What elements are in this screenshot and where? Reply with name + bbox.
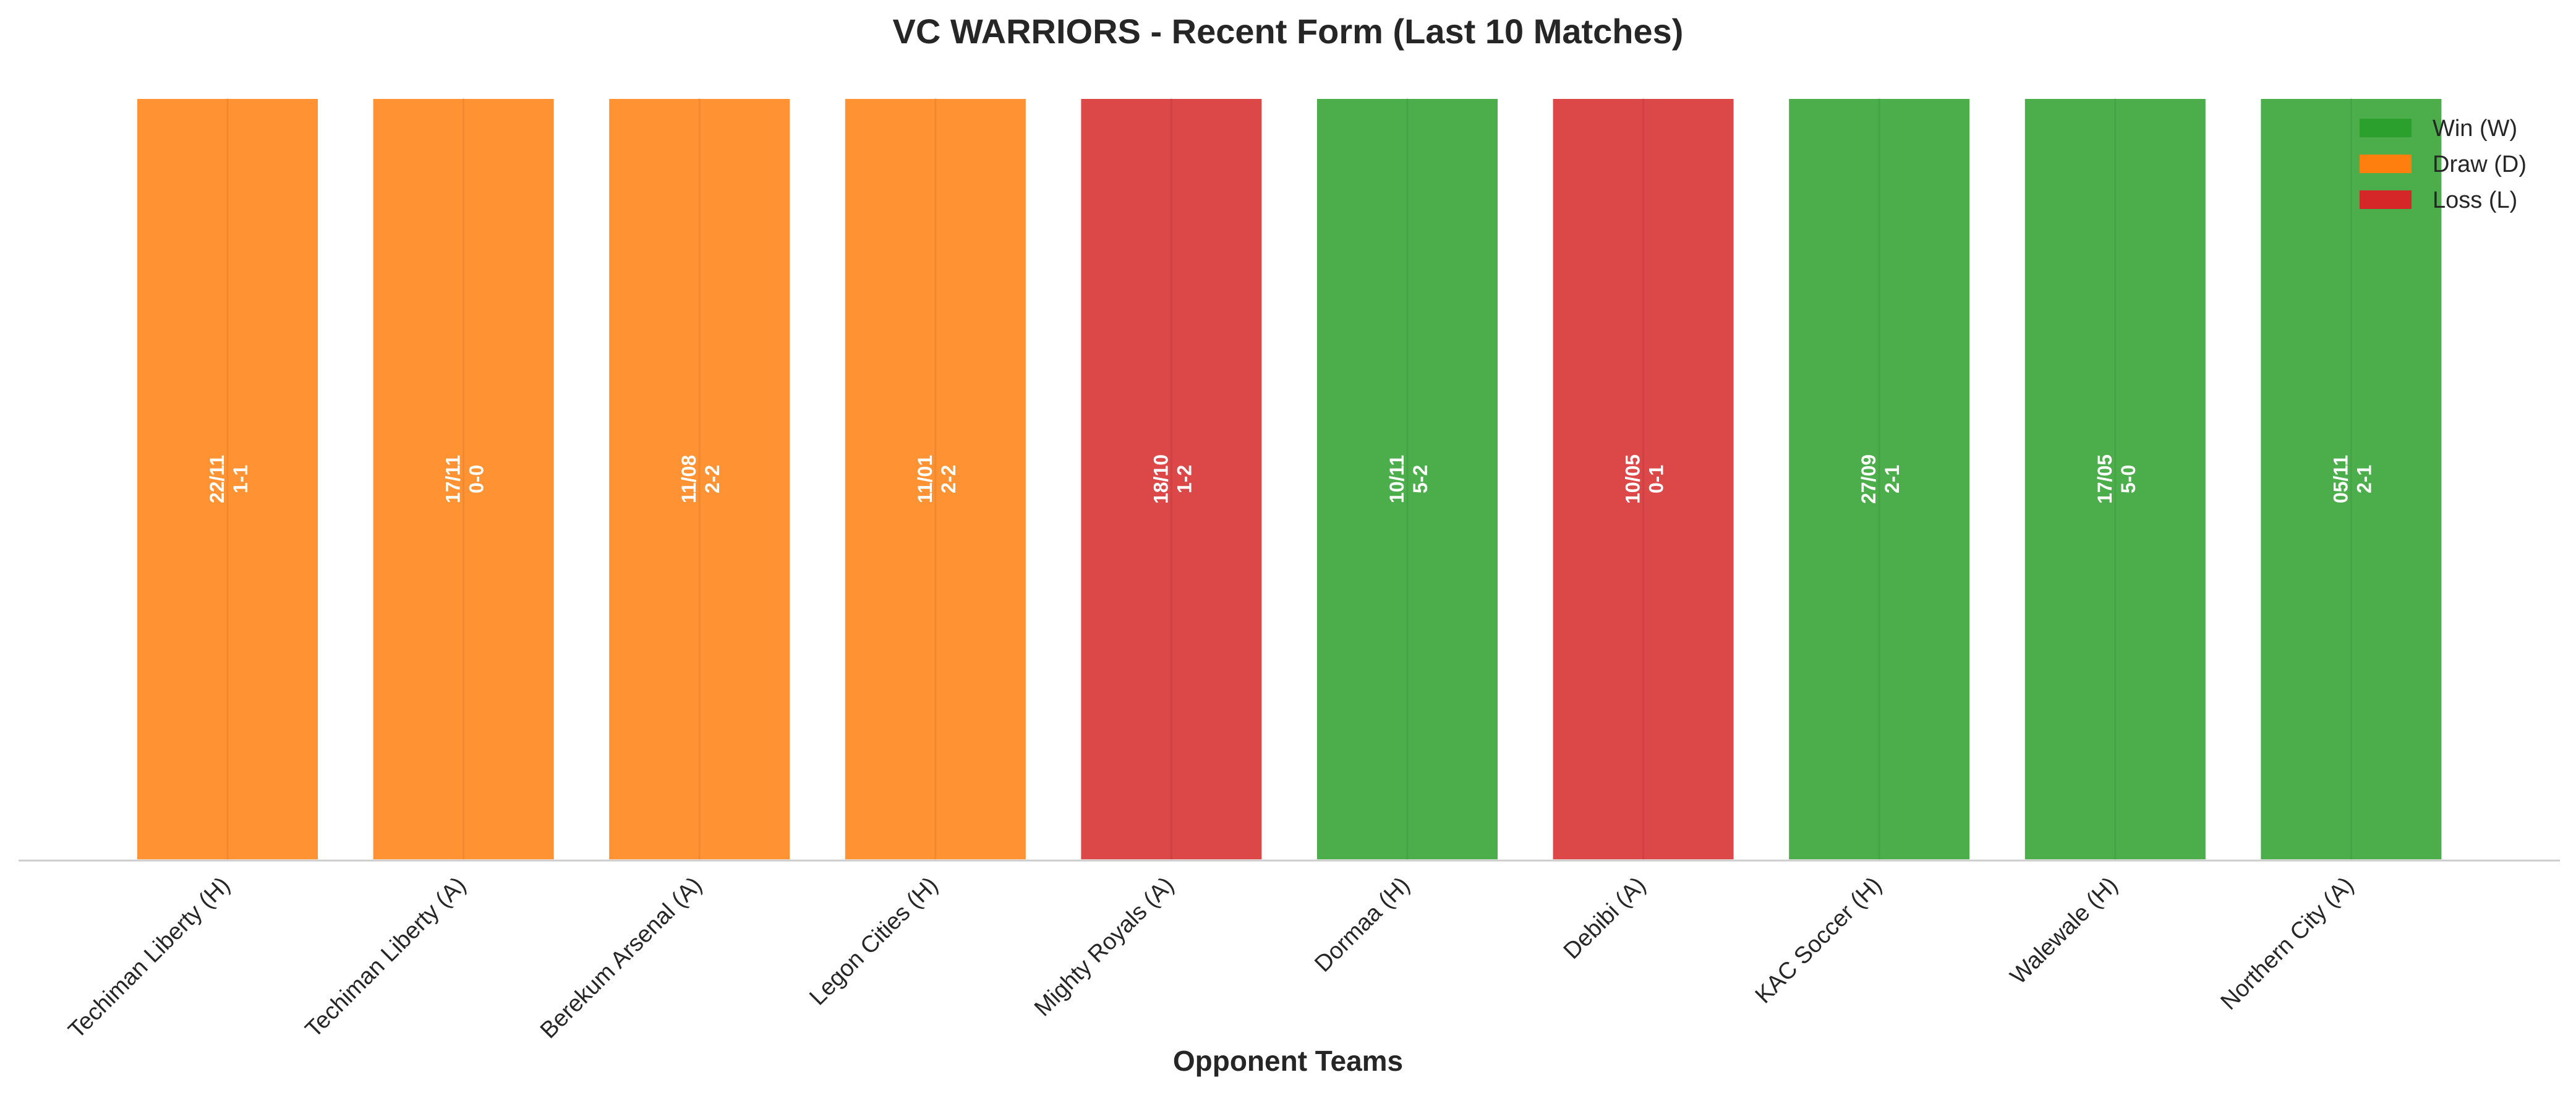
chart-title: VC WARRIORS - Recent Form (Last 10 Match… (893, 12, 1684, 51)
x-axis-label: Opponent Teams (1173, 1045, 1403, 1077)
x-tick-label: Techiman Liberty (H) (64, 872, 236, 1044)
match-date: 27/09 (1857, 454, 1880, 504)
x-tick-label: Dormaa (H) (1310, 872, 1415, 977)
bar (1786, 96, 1973, 862)
match-date: 11/08 (678, 455, 700, 503)
match-date: 18/10 (1149, 454, 1172, 504)
match-score: 0-1 (1645, 465, 1668, 493)
match-score: 2-1 (2353, 465, 2375, 493)
match-score: 1-2 (1173, 465, 1195, 493)
bar-data-label: 17/110-0 (442, 455, 488, 503)
match-date: 05/11 (2329, 455, 2352, 503)
match-date: 17/05 (2094, 454, 2116, 504)
x-tick-label: Legon Cities (H) (804, 872, 943, 1011)
bar (1550, 96, 1736, 862)
legend-swatch (2360, 119, 2412, 137)
match-score: 5-2 (1409, 465, 1431, 493)
legend-label: Loss (L) (2433, 187, 2517, 213)
bar-labels-group: 22/111-1 17/110-0 11/082-2 11/012-2 18/101-2… (206, 454, 2375, 504)
bar-data-label: 11/012-2 (914, 455, 960, 503)
bar-data-label: 11/082-2 (678, 455, 723, 503)
match-date: 22/11 (206, 455, 228, 503)
bar-data-label: 27/092-1 (1857, 454, 1903, 504)
legend-label: Draw (D) (2433, 151, 2527, 177)
match-score: 2-2 (937, 465, 960, 493)
bar-data-label: 17/055-0 (2094, 454, 2139, 504)
bar-data-label: 05/112-1 (2329, 455, 2375, 503)
x-tick-label: Walewale (H) (2005, 872, 2123, 990)
bar (135, 96, 320, 862)
bar-data-label: 18/101-2 (1149, 454, 1195, 504)
bar-data-label: 22/111-1 (206, 455, 252, 503)
bar-data-label: 10/115-2 (1386, 455, 1431, 503)
match-score: 0-0 (466, 465, 488, 493)
x-tick-label: Debibi (A) (1559, 872, 1651, 964)
bar (842, 96, 1028, 862)
legend-swatch (2360, 190, 2412, 209)
bars-group (135, 96, 2444, 862)
x-tick-label: Techiman Liberty (A) (301, 872, 471, 1043)
match-date: 10/05 (1622, 454, 1644, 504)
match-score: 2-2 (701, 465, 723, 493)
bar (2258, 96, 2444, 862)
x-tick-label: Berekum Arsenal (A) (535, 872, 707, 1044)
legend: Win (W) Draw (D) Loss (L) (2360, 116, 2527, 213)
x-tick-label: KAC Soccer (H) (1751, 872, 1887, 1009)
bar (607, 96, 793, 862)
match-score: 1-1 (229, 465, 252, 493)
match-date: 17/11 (442, 455, 464, 503)
x-tick-labels: Techiman Liberty (H) Techiman Liberty (A)… (64, 872, 2359, 1044)
legend-swatch (2360, 155, 2412, 173)
bar (1078, 96, 1265, 862)
legend-label: Win (W) (2433, 116, 2517, 142)
bar (1315, 96, 1500, 862)
bar (370, 96, 557, 862)
match-score: 5-0 (2117, 465, 2139, 493)
match-date: 11/01 (914, 455, 936, 503)
x-tick-label: Northern City (A) (2216, 872, 2358, 1015)
bar-data-label: 10/050-1 (1622, 454, 1668, 504)
match-date: 10/11 (1386, 455, 1408, 503)
match-score: 2-1 (1881, 465, 1903, 493)
x-tick-label: Mighty Royals (A) (1030, 872, 1179, 1022)
